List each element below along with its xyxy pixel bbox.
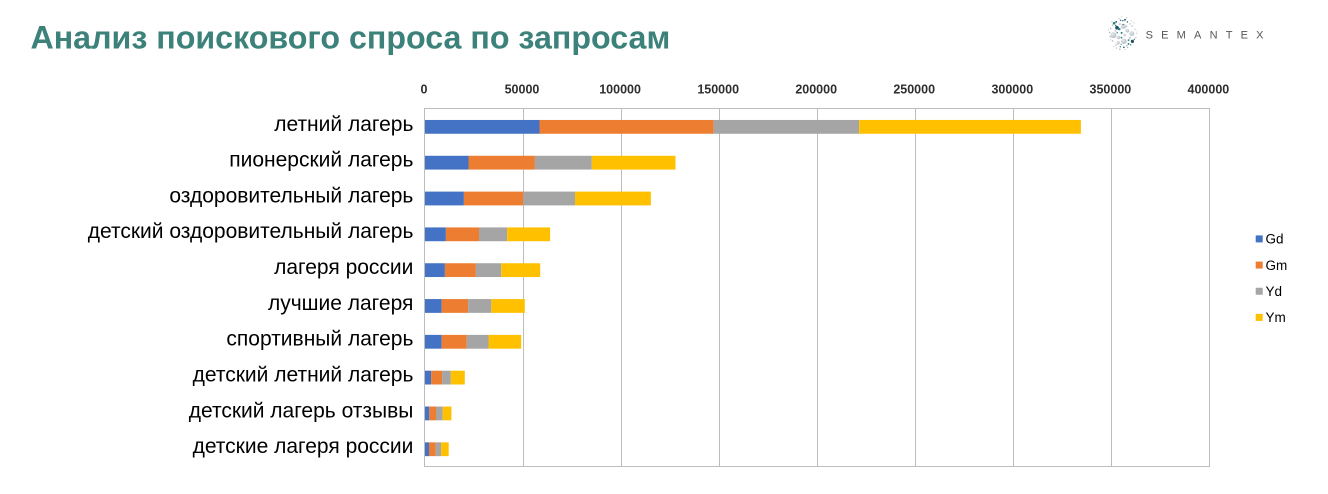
svg-text:50000: 50000 bbox=[505, 82, 540, 96]
svg-text:лагеря россии: лагеря россии bbox=[274, 256, 413, 279]
svg-text:0: 0 bbox=[421, 82, 428, 96]
svg-text:детский летний лагерь: детский летний лагерь bbox=[193, 364, 414, 387]
svg-text:детские лагеря россии: детские лагеря россии bbox=[193, 435, 414, 458]
svg-text:Gd: Gd bbox=[1266, 232, 1284, 247]
svg-text:Yd: Yd bbox=[1266, 284, 1283, 299]
svg-text:детский оздоровительный лагерь: детский оздоровительный лагерь bbox=[88, 220, 414, 243]
svg-text:350000: 350000 bbox=[1090, 82, 1132, 96]
svg-text:Анализ поискового спроса по за: Анализ поискового спроса по запросам bbox=[31, 20, 671, 56]
svg-text:детский лагерь отзывы: детский лагерь отзывы bbox=[189, 399, 414, 422]
svg-text:300000: 300000 bbox=[991, 82, 1033, 96]
svg-text:Ym: Ym bbox=[1266, 310, 1286, 325]
svg-text:200000: 200000 bbox=[795, 82, 837, 96]
svg-text:лучшие лагеря: лучшие лагеря bbox=[268, 292, 413, 315]
svg-text:100000: 100000 bbox=[599, 82, 641, 96]
svg-text:400000: 400000 bbox=[1188, 82, 1230, 96]
svg-text:летний лагерь: летний лагерь bbox=[274, 113, 413, 136]
svg-text:Gm: Gm bbox=[1266, 258, 1288, 273]
svg-text:оздоровительный лагерь: оздоровительный лагерь bbox=[169, 184, 413, 207]
svg-text:SEMANTEX: SEMANTEX bbox=[1146, 30, 1272, 42]
svg-text:250000: 250000 bbox=[893, 82, 935, 96]
svg-text:спортивный лагерь: спортивный лагерь bbox=[226, 328, 413, 351]
svg-text:пионерский лагерь: пионерский лагерь bbox=[229, 149, 413, 172]
svg-text:150000: 150000 bbox=[697, 82, 739, 96]
